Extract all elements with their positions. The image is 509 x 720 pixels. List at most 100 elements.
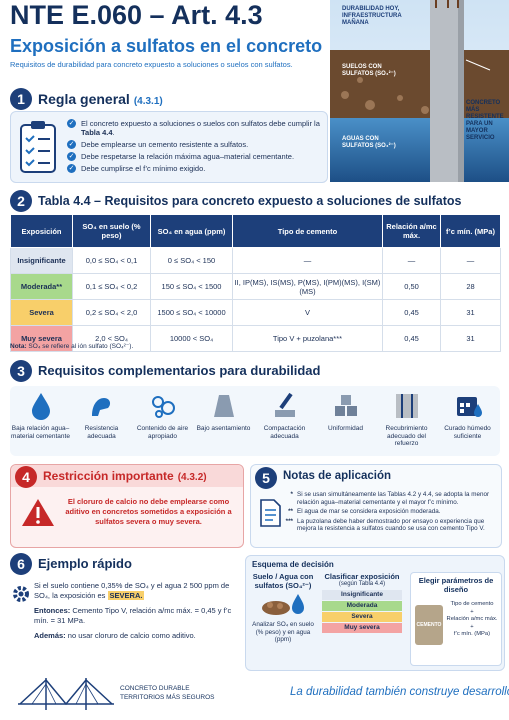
check-icon: ✓ [67, 152, 76, 161]
illustration [330, 0, 509, 182]
description: Requisitos de durabilidad para concreto … [10, 60, 293, 69]
requirement-label: Resistencia adecuada [84, 425, 119, 440]
requirement-icon [151, 396, 175, 418]
level: Insignificante [322, 590, 402, 600]
table-cell: 0,50 [382, 273, 441, 300]
requirement-label: Uniformidad [327, 425, 364, 432]
section-title: Requisitos complementarios para durabili… [38, 363, 321, 378]
scheme-title: Esquema de decisión [252, 560, 334, 569]
table-row: Moderada** 0,1 ≤ SO₄ < 0,2 150 ≤ SO₄ < 150… [10, 273, 501, 300]
table-cell: 28 [440, 273, 501, 300]
requirement-label: Contenido de aire apropiado [136, 425, 189, 440]
slogan: La durabilidad también construye desarro… [290, 686, 509, 698]
title: NTE E.060 – Art. 4.3 [10, 0, 263, 30]
requirement-icon [395, 394, 418, 418]
check-icon: ✓ [67, 164, 76, 173]
example-text: Si el suelo contiene 0,35% de SO₄ y el a… [34, 581, 238, 646]
text-part: Tabla 4.4 [81, 128, 113, 137]
text-part: Además: [34, 631, 66, 640]
check-icon: ✓ [67, 119, 76, 128]
requirement: Resistencia adecuada [71, 386, 132, 456]
requirement-icon [456, 397, 482, 417]
table-row: Insignificante 0,0 ≤ SO₄ < 0,1 0 ≤ SO₄ < 1… [10, 247, 501, 274]
text-part: Entonces: [34, 606, 71, 615]
rule-text: El concreto expuesto a soluciones o suel… [81, 119, 322, 137]
soil-icon [262, 594, 304, 615]
header-cell: SO₄ en suelo (% peso) [72, 214, 151, 248]
input-title: Suelo / Agua con sulfatos (SO₄²⁻) [252, 572, 314, 590]
section-number: 6 [10, 553, 32, 575]
requirement: Contenido de aire apropiado [132, 386, 193, 456]
ref: (4.3.1) [133, 96, 163, 107]
note-label: Nota: [10, 343, 27, 350]
requirement-icon [334, 395, 357, 416]
level: Severa [322, 612, 402, 622]
header-cell: Tipo de cemento [232, 214, 383, 248]
table-cell: V [232, 299, 383, 326]
text-part: . [112, 128, 115, 137]
note-text: El agua de mar se considera exposición m… [297, 508, 441, 515]
requirement-label: Recubrimiento adecuado del refuerzo [385, 425, 428, 447]
table-note: Nota: SO₄ se refiere al ión sulfato (SO₄… [10, 342, 133, 350]
clipboard-icon [20, 121, 56, 173]
requirement-icon [31, 393, 50, 420]
table-cell: 0,0 ≤ SO₄ < 0,1 [72, 247, 151, 274]
notes-box: 5 Notas de aplicación * Si se usan simult… [250, 464, 502, 548]
param: + [470, 623, 474, 630]
note-text: La puzolana debe haber demostrado por en… [297, 517, 485, 533]
table-cell: 2,0 < SO₄ [72, 325, 151, 352]
warning-icon [22, 499, 54, 526]
table-cell: 1500 ≤ SO₄ < 10000 [150, 299, 233, 326]
title-text: Regla general [38, 91, 130, 107]
bridge-icon [18, 678, 114, 710]
param: Tipo de cemento [450, 601, 494, 607]
requirement-icon [213, 395, 234, 417]
restriction-text: El cloruro de calcio no debe emplearse c… [65, 497, 232, 526]
table-cell: Moderada** [10, 273, 73, 300]
rule-list: ✓ El concreto expuesto a soluciones o sue… [67, 119, 322, 176]
table-cell: 0,1 ≤ SO₄ < 0,2 [72, 273, 151, 300]
param: f’c mín. (MPa) [453, 631, 491, 637]
rule-text: Debe emplearse un cemento resistente a s… [81, 140, 248, 149]
icon-row: Baja relación agua–material cementante Re… [10, 386, 500, 456]
header-cell: Exposición [10, 214, 73, 248]
level: Muy severa [322, 623, 402, 633]
header-cell: f’c mín. (MPa) [440, 214, 501, 248]
text-part: Debe respetarse la relación máxima agua–… [81, 152, 295, 161]
illustration-label: AGUAS CON SULFATOS (SO₄²⁻) [342, 136, 396, 149]
rule-text: Debe respetarse la relación máxima agua–… [81, 152, 294, 161]
text-part: El concreto expuesto a soluciones o suel… [81, 119, 320, 128]
text-part: Debe emplearse un cemento resistente a s… [81, 140, 249, 149]
ref: (4.3.2) [177, 472, 207, 483]
rule-item: ✓ El concreto expuesto a soluciones o sue… [67, 119, 322, 137]
example-paragraph: Si el suelo contiene 0,35% de SO₄ y el a… [34, 581, 238, 601]
section-title: Tabla 4.4 – Requisitos para concreto exp… [38, 194, 462, 208]
brand: CONCRETO DURABLE TERRITORIOS MÁS SEGUROS [120, 685, 215, 701]
table-cell: 0 ≤ SO₄ < 150 [150, 247, 233, 274]
table-cell: Muy severa [10, 325, 73, 352]
notes-list: * Si se usan simultáneamente las Tablas 4… [283, 491, 495, 535]
requirement-label: Baja relación agua–material cementante [11, 425, 70, 440]
param: Relación a/mc máx. [446, 616, 498, 622]
table-cell: 31 [440, 299, 501, 326]
note: *** La puzolana debe haber demostrado por… [283, 518, 495, 533]
illustration-label: SUELOS CON SULFATOS (SO₄²⁻) [342, 64, 396, 77]
section-number: 5 [255, 467, 277, 489]
check-icon: ✓ [67, 140, 76, 149]
note-marker: ** [288, 508, 293, 515]
params: Tipo de cemento + Relación a/mc máx. + f’c m… [445, 601, 499, 639]
scheme-input: Suelo / Agua con sulfatos (SO₄²⁻) Analiz… [250, 572, 316, 644]
table-cell: — [232, 247, 383, 274]
table: Exposición SO₄ en suelo (% peso) SO₄ en ag… [10, 214, 501, 352]
rule-item: ✓ Debe cumplirse el f’c mínimo exigido. [67, 164, 322, 173]
requirement-icon [274, 392, 295, 417]
table-cell: Tipo V + puzolana*** [232, 325, 383, 352]
requirement-label: Bajo asentamiento [196, 425, 251, 432]
table-cell: — [382, 247, 441, 274]
levels: Insignificante Moderada Severa Muy severa [322, 590, 402, 633]
example-paragraph: Además: no usar cloruro de calcio como a… [34, 631, 238, 641]
example-paragraph: Entonces: Cemento Tipo V, relación a/mc … [34, 606, 238, 626]
table-cell: 0,2 ≤ SO₄ < 2,0 [72, 299, 151, 326]
header-cell: Relación a/mc máx. [382, 214, 441, 248]
